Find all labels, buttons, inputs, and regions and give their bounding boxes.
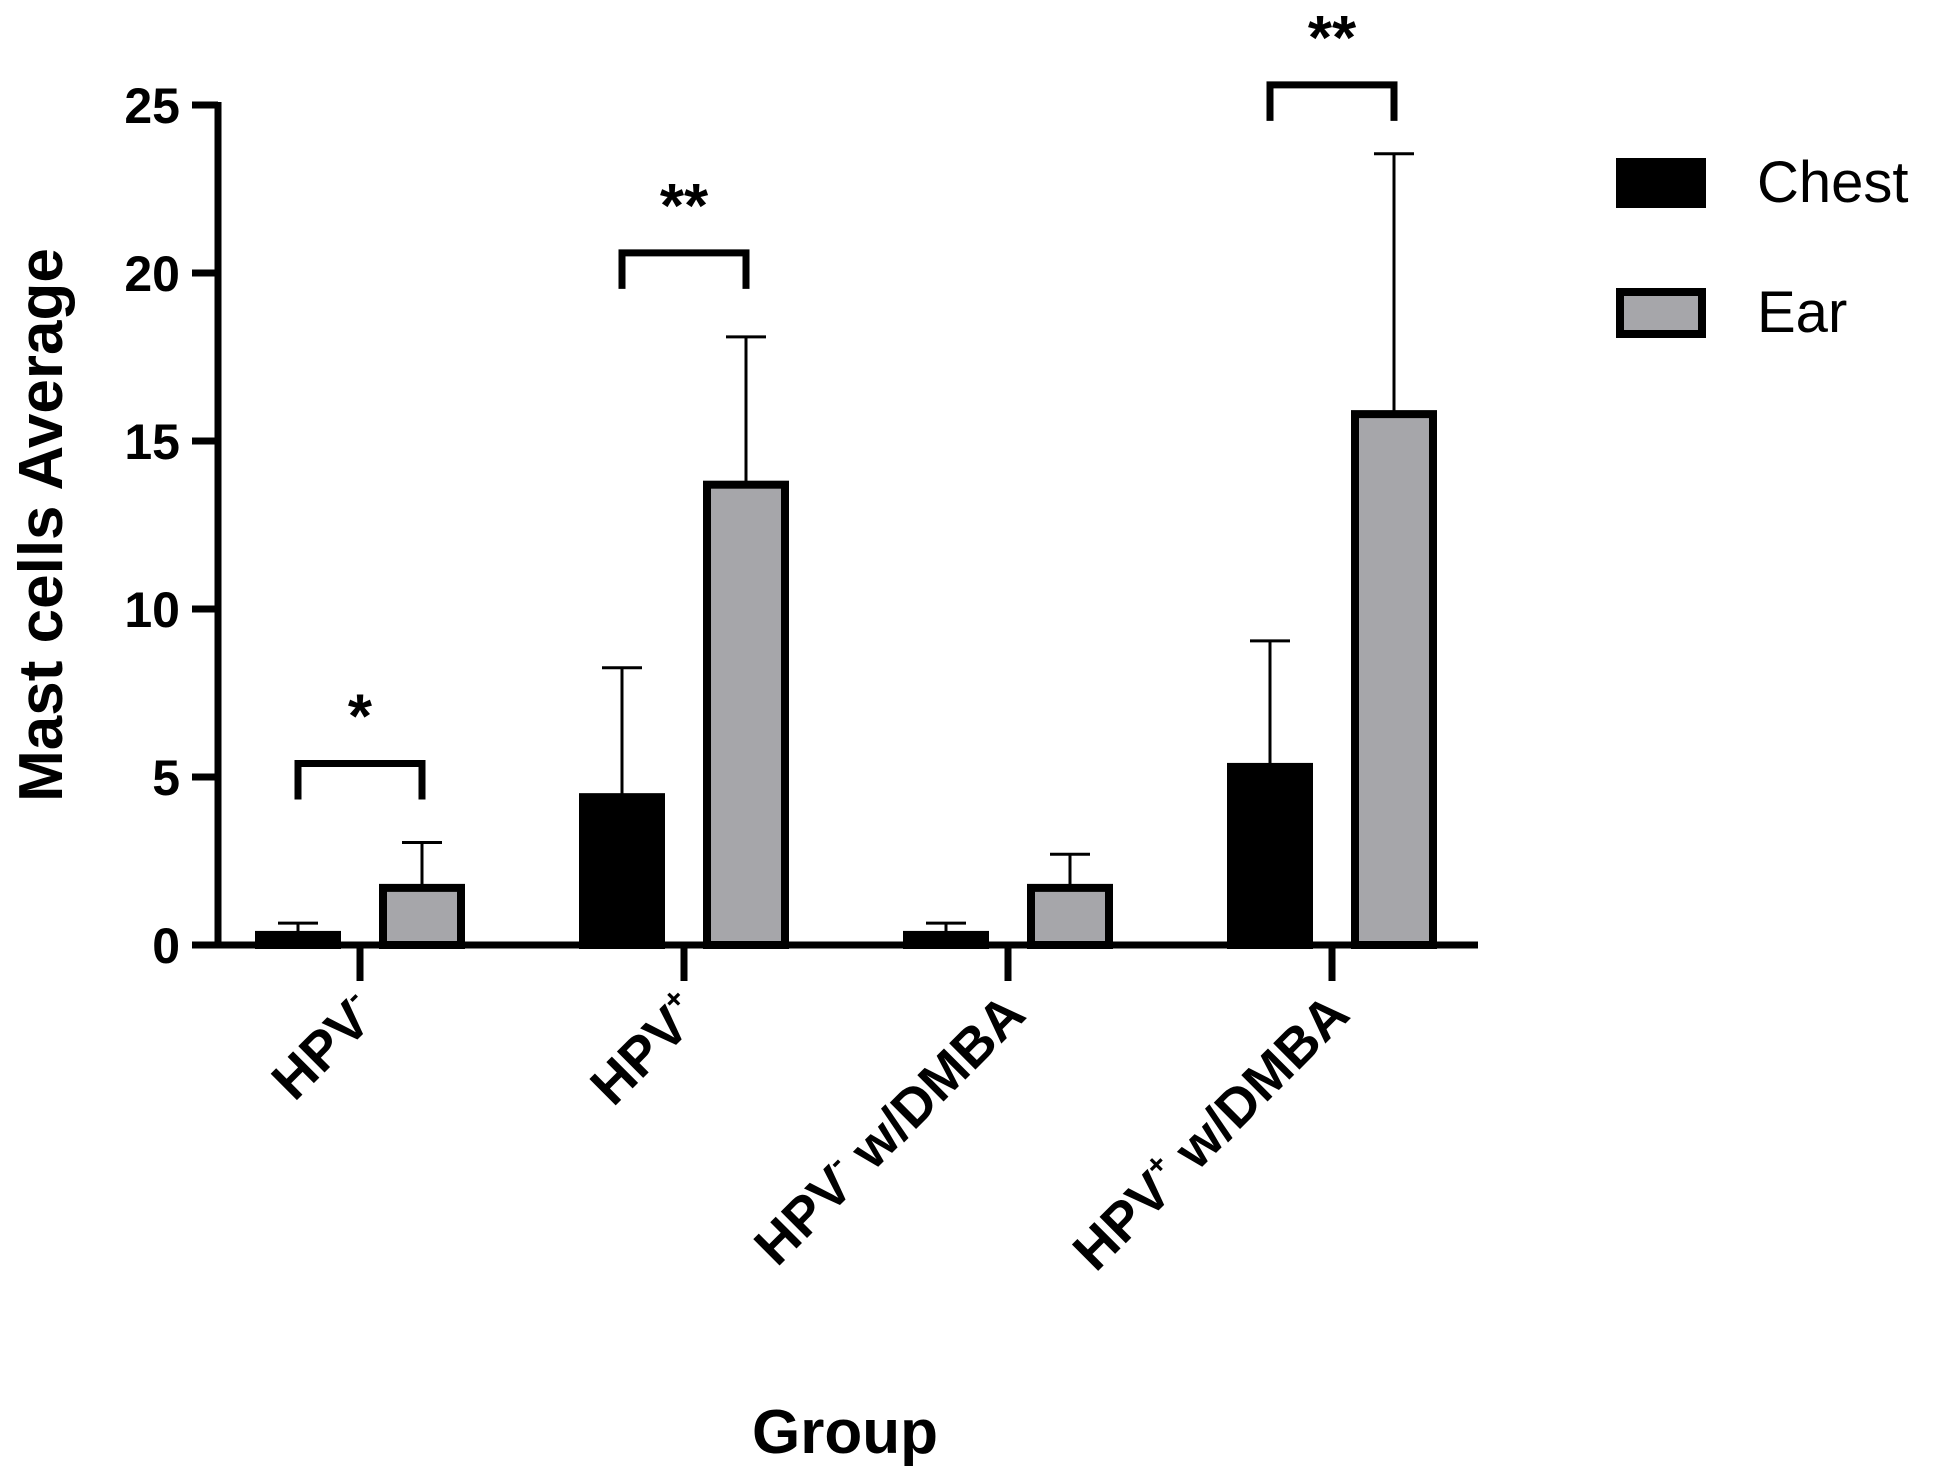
error-bars [278,152,1414,935]
y-tick-label: 25 [124,78,180,134]
significance-annotations: ***** [294,4,1398,800]
y-axis-title: Mast cells Average [7,248,76,802]
legend: Chest Ear [1616,150,1909,345]
y-axis: 0 5 10 15 20 25 [124,78,222,974]
bars [255,410,1437,950]
x-tick-label: HPV+ w/DMBA [1060,982,1360,1282]
legend-swatch-ear [1616,288,1706,338]
legend-swatch-chest [1616,158,1706,208]
ear-bar [379,883,465,950]
significance-label: ** [660,172,709,241]
ear-bar [1027,883,1113,950]
legend-label-chest: Chest [1757,150,1909,215]
legend-label-ear: Ear [1757,280,1847,345]
chest-bar [579,793,665,949]
y-tick-label: 0 [152,918,180,974]
y-tick-label: 15 [124,414,180,470]
significance-bracket [618,249,750,289]
x-tick-label: HPV+ [578,982,713,1117]
y-tick-label: 10 [124,582,180,638]
significance-label: * [348,683,373,752]
y-tick-label: 5 [152,750,180,806]
ear-bar [1351,410,1437,949]
ear-bar [703,480,789,949]
significance-bracket [294,760,426,800]
x-axis-title: Group [752,1398,938,1467]
x-tick-label: HPV- [259,982,388,1111]
significance-bracket [1266,81,1398,121]
y-tick-label: 20 [124,246,180,302]
x-tick-label: HPV- w/DMBA [742,982,1037,1277]
significance-label: ** [1308,4,1357,73]
chest-bar [1227,762,1313,949]
